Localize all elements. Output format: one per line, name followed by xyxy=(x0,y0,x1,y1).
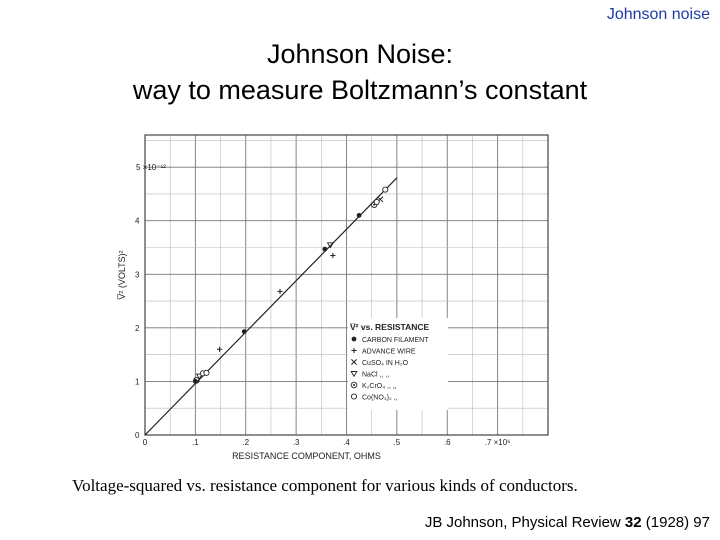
legend-marker xyxy=(350,393,358,400)
data-point-series-2 xyxy=(277,288,283,295)
data-point-series-6 xyxy=(382,186,389,193)
y-tick-label: 5 ×10⁻¹² xyxy=(136,163,166,172)
data-point-series-4 xyxy=(195,373,203,380)
x-tick-label: .3 xyxy=(293,438,300,447)
data-point-series-2 xyxy=(330,252,336,259)
plot-frame xyxy=(144,134,549,436)
y-tick-label: 1 xyxy=(135,377,140,386)
legend-marker xyxy=(350,381,358,389)
legend-label: NaCl ,, ,, xyxy=(362,372,389,379)
x-tick-label: 0 xyxy=(143,438,148,447)
x-tick-label: .2 xyxy=(242,438,249,447)
x-axis-label: RESISTANCE COMPONENT, OHMS xyxy=(232,451,381,461)
legend-box xyxy=(348,318,448,410)
title-line-2: way to measure Boltzmann’s constant xyxy=(132,75,588,105)
y-tick-label: 3 xyxy=(135,270,140,279)
x-tick-label: .1 xyxy=(192,438,199,447)
data-point-series-6 xyxy=(203,369,210,376)
x-tick-label: .7 ×10⁶ xyxy=(485,438,511,447)
legend-label: Co(NO₃)₂ ,, xyxy=(362,395,398,402)
data-point-series-2 xyxy=(216,346,223,352)
y-tick-label: 4 xyxy=(135,217,140,226)
data-point-series-1 xyxy=(322,246,328,252)
data-point-series-5 xyxy=(193,377,200,384)
citation: JB Johnson, Physical Review 32 (1928) 97 xyxy=(425,514,710,531)
legend-label: CARBON FILAMENT xyxy=(362,337,429,344)
legend-marker xyxy=(351,359,357,365)
data-point-series-6 xyxy=(373,198,380,206)
legend-label: K₂CrO₄ ,, ,, xyxy=(362,383,397,390)
legend-marker xyxy=(350,371,358,378)
legend-label: ADVANCE WIRE xyxy=(362,349,416,356)
x-tick-label: .5 xyxy=(394,438,401,447)
citation-rest: (1928) 97 xyxy=(641,514,710,531)
citation-volume: 32 xyxy=(624,514,642,531)
title-line-1: Johnson Noise: xyxy=(266,39,454,69)
y-axis-label: V̅² (VOLTS)² xyxy=(117,250,127,299)
legend-label: CuSO₄ IN H₂O xyxy=(362,360,409,367)
citation-text: JB Johnson, Physical Review xyxy=(424,514,625,531)
section-tag: Johnson noise xyxy=(606,6,710,23)
fit-line xyxy=(144,177,398,436)
legend-marker xyxy=(351,336,357,342)
data-point-series-1 xyxy=(241,329,247,335)
x-tick-label: .6 xyxy=(444,438,451,447)
figure-caption: Voltage-squared vs. resistance component… xyxy=(72,476,578,495)
legend-marker xyxy=(351,347,357,354)
y-tick-label: 2 xyxy=(135,324,140,333)
x-tick-label: .4 xyxy=(343,438,350,447)
data-point-series-1 xyxy=(356,212,362,218)
slide-title: Johnson Noise: way to measure Boltzmann’… xyxy=(0,36,720,108)
legend-title: V̅² vs. RESISTANCE xyxy=(350,322,430,332)
y-tick-label: 0 xyxy=(135,431,140,440)
data-point-series-4 xyxy=(326,242,334,249)
